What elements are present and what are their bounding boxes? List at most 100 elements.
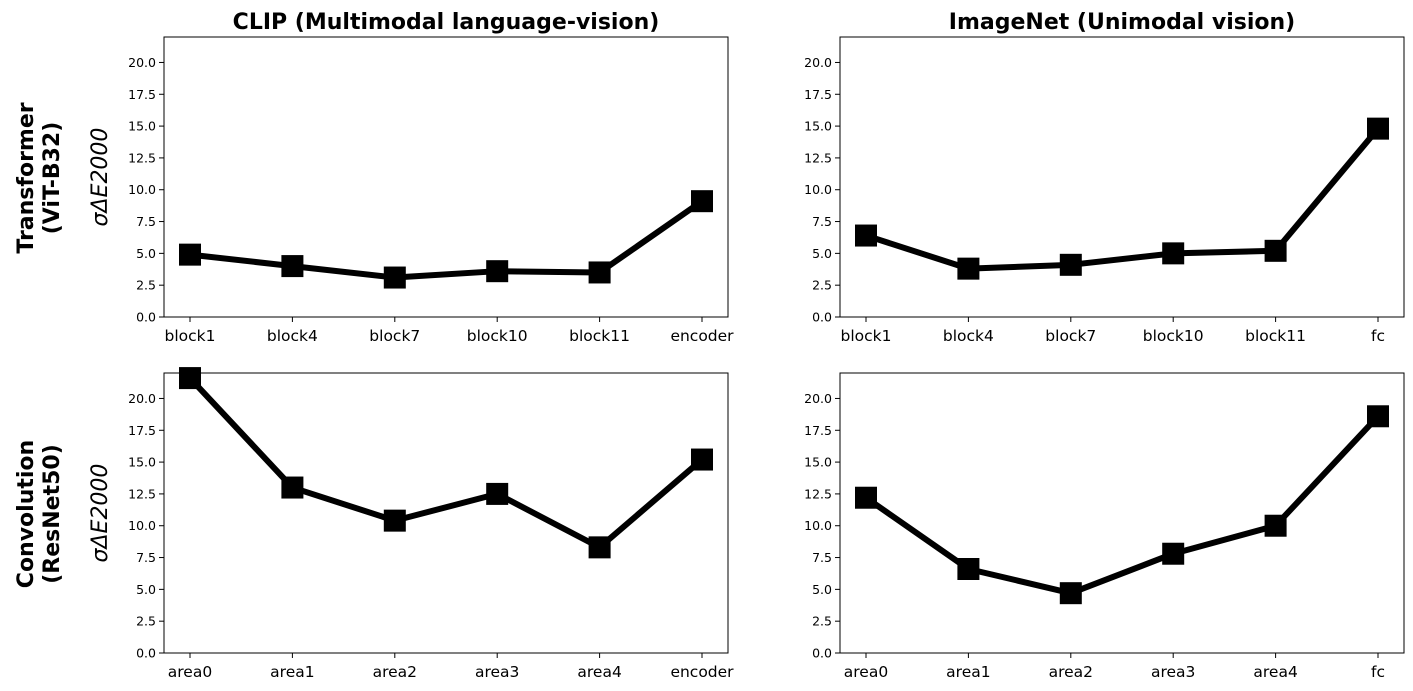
y-tick-label: 2.5 xyxy=(812,278,832,293)
chart-panel-4: 0.0 2.5 5.0 7.5 10.0 12.5 15.0 17.5 20.0 area0 are… xyxy=(804,372,1405,681)
x-tick-label: area0 xyxy=(844,663,888,681)
data-point xyxy=(281,255,304,278)
y-tick-label: 0.0 xyxy=(136,310,156,325)
x-tick-label: area4 xyxy=(1253,663,1297,681)
y-tick-label: 12.5 xyxy=(128,150,156,165)
chart-panel-1: 0.0 2.5 5.0 7.5 10.0 12.5 15.0 17.5 20.0 block1 bl… xyxy=(88,36,734,345)
data-point xyxy=(691,190,713,213)
x-tick-label: area0 xyxy=(168,663,212,681)
y-tick-label: 15.0 xyxy=(804,119,832,134)
series-line xyxy=(864,414,1381,597)
x-tick-label: block10 xyxy=(467,327,528,345)
x-tick-label: fc xyxy=(1371,663,1385,681)
y-tick-label: 20.0 xyxy=(128,391,156,406)
data-point xyxy=(1059,582,1082,605)
axes-frame xyxy=(163,36,729,318)
y-tick-label: 5.0 xyxy=(136,246,156,261)
data-point xyxy=(957,558,980,580)
y-tick-label: 2.5 xyxy=(136,614,156,629)
data-point xyxy=(383,266,406,289)
x-tick-label: block11 xyxy=(1245,327,1306,345)
y-tick-label: 15.0 xyxy=(128,455,156,470)
chart-panel-3: 0.0 2.5 5.0 7.5 10.0 12.5 15.0 17.5 20.0 area0 are… xyxy=(88,367,734,681)
data-point xyxy=(1367,405,1389,428)
y-tick-label: 17.5 xyxy=(804,423,832,438)
data-point xyxy=(486,482,509,505)
data-point xyxy=(1264,239,1287,262)
x-tick-label: block10 xyxy=(1143,327,1204,345)
y-axis-label: σΔE2000 xyxy=(88,128,113,227)
x-tick-label: area1 xyxy=(270,663,314,681)
x-tick-label: block7 xyxy=(1045,327,1096,345)
x-tick-label: encoder xyxy=(670,663,734,681)
y-tick-label: 12.5 xyxy=(128,486,156,501)
data-point xyxy=(855,486,877,509)
y-tick-label: 17.5 xyxy=(128,423,156,438)
x-tick-label: area1 xyxy=(946,663,990,681)
data-point xyxy=(486,260,509,283)
y-tick-label: 10.0 xyxy=(804,182,832,197)
y-tick-label: 12.5 xyxy=(804,486,832,501)
y-axis-label: σΔE2000 xyxy=(88,464,113,563)
chart-panels: 0.0 2.5 5.0 7.5 10.0 12.5 15.0 17.5 20.0 block1 bl… xyxy=(88,36,1405,681)
y-tick-label: 17.5 xyxy=(128,87,156,102)
y-tick-label: 15.0 xyxy=(804,455,832,470)
x-tick-label: block4 xyxy=(267,327,318,345)
y-tick-label: 10.0 xyxy=(128,518,156,533)
y-tick-label: 17.5 xyxy=(804,87,832,102)
row-label-transformer-line2: (ViT-B32) xyxy=(40,122,65,235)
row-label-transformer: Transformer (ViT-B32) xyxy=(14,102,65,253)
x-tick-label: area2 xyxy=(1049,663,1093,681)
axes-frame xyxy=(839,372,1405,654)
y-tick-label: 7.5 xyxy=(136,550,156,565)
row-label-convolution-line1: Convolution xyxy=(14,440,39,588)
y-tick-label: 10.0 xyxy=(804,518,832,533)
x-tick-label: area3 xyxy=(475,663,519,681)
y-tick-label: 20.0 xyxy=(804,55,832,70)
y-tick-label: 0.0 xyxy=(812,646,832,661)
column-title-clip: CLIP (Multimodal language-vision) xyxy=(233,10,660,35)
y-tick-label: 7.5 xyxy=(812,214,832,229)
column-title-imagenet: ImageNet (Unimodal vision) xyxy=(949,10,1295,35)
row-label-convolution: Convolution (ResNet50) xyxy=(14,440,65,588)
data-point xyxy=(281,476,304,499)
data-point xyxy=(855,224,877,247)
data-point xyxy=(957,257,980,280)
y-tick-label: 5.0 xyxy=(136,582,156,597)
series-line xyxy=(187,376,704,551)
data-point xyxy=(1162,542,1185,565)
data-point xyxy=(691,448,713,471)
data-point xyxy=(1264,514,1287,537)
y-tick-label: 0.0 xyxy=(136,646,156,661)
y-tick-label: 7.5 xyxy=(812,550,832,565)
y-tick-label: 12.5 xyxy=(804,150,832,165)
data-point xyxy=(588,261,611,284)
x-tick-label: block1 xyxy=(165,327,216,345)
data-point xyxy=(179,243,201,266)
x-tick-label: block4 xyxy=(943,327,994,345)
axes-frame xyxy=(839,36,1405,318)
y-tick-label: 5.0 xyxy=(812,246,832,261)
y-tick-label: 15.0 xyxy=(128,119,156,134)
x-tick-label: area3 xyxy=(1151,663,1195,681)
data-point xyxy=(1162,242,1185,265)
series-line xyxy=(865,126,1381,272)
series-line xyxy=(189,198,704,281)
row-label-convolution-line2: (ResNet50) xyxy=(40,444,65,584)
x-tick-label: area2 xyxy=(373,663,417,681)
data-point xyxy=(1367,117,1389,140)
x-tick-label: fc xyxy=(1371,327,1385,345)
y-tick-label: 2.5 xyxy=(136,278,156,293)
x-tick-label: area4 xyxy=(577,663,621,681)
x-tick-label: encoder xyxy=(670,327,734,345)
data-point xyxy=(588,536,611,559)
data-point xyxy=(383,509,406,532)
y-tick-label: 5.0 xyxy=(812,582,832,597)
axes-frame xyxy=(163,372,729,654)
y-tick-label: 10.0 xyxy=(128,182,156,197)
data-point xyxy=(179,367,201,390)
data-point xyxy=(1059,253,1082,276)
x-tick-label: block11 xyxy=(569,327,630,345)
chart-panel-2: 0.0 2.5 5.0 7.5 10.0 12.5 15.0 17.5 20.0 block1 bl… xyxy=(804,36,1405,345)
